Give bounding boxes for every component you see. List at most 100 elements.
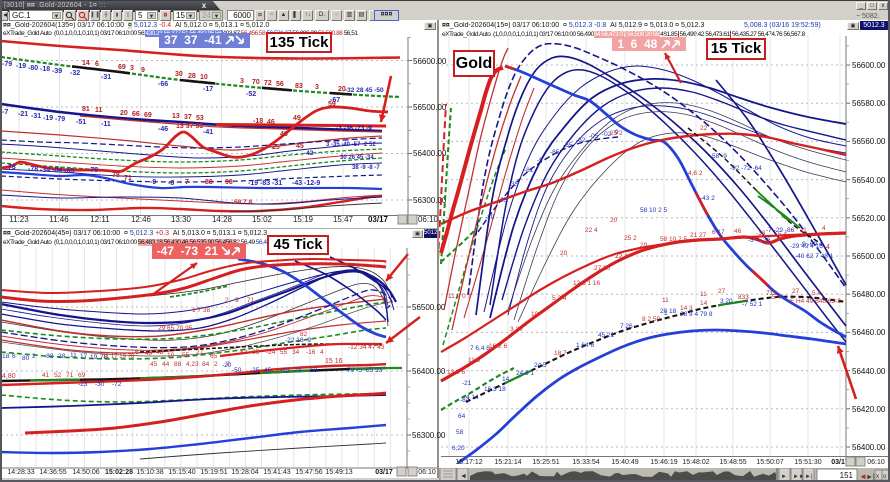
svg-text:11:23: 11:23: [9, 215, 29, 224]
svg-text:-21: -21: [462, 380, 472, 387]
svg-text:►|: ►|: [805, 474, 813, 480]
svg-text:15:15:40: 15:15:40: [168, 469, 195, 476]
svg-text:44: 44: [162, 361, 170, 368]
svg-text:03/17: 03/17: [368, 215, 389, 224]
svg-text:-79: -79: [55, 116, 65, 123]
svg-text:8: 8: [12, 353, 16, 360]
svg-text:06:10: 06:10: [867, 459, 885, 466]
svg-text:7 6,4 8: 7 6,4 8: [470, 345, 490, 352]
svg-text:25 2: 25 2: [624, 235, 637, 242]
svg-text:-9: -9: [314, 180, 320, 187]
svg-text:-24: -24: [266, 349, 276, 356]
svg-text:06:10: 06:10: [418, 215, 439, 224]
svg-text:15:49:13: 15:49:13: [325, 469, 352, 476]
svg-text:70: 70: [252, 79, 260, 86]
svg-text:-72: -72: [112, 381, 122, 388]
svg-text:-62: -62: [576, 137, 586, 144]
svg-text:16 3 18: 16 3 18: [484, 386, 506, 393]
svg-text:-21: -21: [18, 111, 28, 118]
svg-text:66: 66: [132, 111, 140, 118]
svg-text:11 17 19 78: 11 17 19 78: [103, 354, 135, 360]
svg-text:3 20: 3 20: [720, 298, 733, 305]
svg-text:22: 22: [700, 125, 708, 132]
svg-text:58 10 2 5: 58 10 2 5: [640, 207, 667, 214]
svg-text:15:02: 15:02: [252, 215, 273, 224]
svg-text:58 10 2 5: 58 10 2 5: [660, 236, 687, 243]
svg-text:56440.00: 56440.00: [852, 367, 886, 376]
svg-text:17: 17: [80, 353, 88, 360]
svg-text:2: 2: [214, 361, 218, 368]
svg-text:-34: -34: [40, 167, 50, 174]
svg-text:4 14: 4 14: [466, 394, 479, 401]
svg-text:15:41:43: 15:41:43: [263, 469, 290, 476]
svg-text:15:21:14: 15:21:14: [494, 459, 521, 466]
svg-text:14:28: 14:28: [212, 215, 233, 224]
svg-text:-12: -12: [304, 180, 314, 187]
svg-text:-25: -25: [498, 197, 508, 204]
svg-text:o: o: [883, 474, 887, 480]
svg-text:1: 1: [664, 310, 668, 317]
svg-text:34: 34: [292, 349, 300, 356]
svg-text:-40 62 7 48 1: -40 62 7 48 1: [795, 253, 834, 260]
svg-text:88: 88: [205, 179, 213, 186]
svg-text:13: 13: [172, 113, 180, 120]
svg-text:-17: -17: [203, 86, 213, 93]
svg-text:-50: -50: [232, 367, 242, 374]
svg-text:-25: -25: [250, 367, 260, 374]
svg-text:56600.00: 56600.00: [413, 57, 447, 66]
svg-text:15:25:51: 15:25:51: [532, 459, 559, 466]
svg-text:20: 20: [610, 217, 618, 224]
svg-text:10: 10: [167, 352, 175, 359]
svg-text:-19: -19: [248, 180, 258, 187]
svg-text:-42: -42: [304, 150, 314, 157]
svg-text:11: 11: [700, 291, 707, 298]
svg-text:46: 46: [734, 228, 742, 235]
svg-text:03/17: 03/17: [831, 459, 849, 466]
svg-text:-13: -13: [756, 230, 766, 237]
svg-text:98: 98: [225, 179, 233, 186]
svg-text:06:10: 06:10: [418, 469, 436, 476]
svg-text:11: 11: [70, 352, 77, 359]
svg-text:45: 45: [150, 361, 158, 368]
svg-text:-7 -29 -86: -7 -29 -86: [766, 227, 795, 234]
svg-text:-82: -82: [44, 353, 54, 360]
svg-text:-51: -51: [76, 119, 86, 126]
svg-text:83: 83: [295, 83, 303, 90]
svg-text:15:10:38: 15:10:38: [136, 469, 163, 476]
svg-text:-65: -65: [64, 168, 74, 175]
svg-text:16 2 6: 16 2 6: [489, 343, 507, 350]
svg-text:-63: -63: [308, 367, 318, 374]
svg-text:27: 27: [718, 288, 726, 295]
svg-text:x: x: [876, 474, 879, 480]
svg-text:14:28:33: 14:28:33: [7, 469, 34, 476]
svg-text:18 7: 18 7: [554, 350, 567, 357]
svg-text:11: 11: [800, 227, 807, 234]
svg-text:15:48:02: 15:48:02: [682, 459, 709, 466]
svg-text:41: 41: [42, 372, 50, 379]
svg-text:833: 833: [738, 294, 749, 301]
svg-text:-9: -9: [537, 157, 543, 164]
svg-text:28: 28: [58, 353, 66, 360]
svg-text:56300.00: 56300.00: [413, 196, 447, 205]
svg-text:84: 84: [202, 361, 210, 368]
svg-text:56540.00: 56540.00: [852, 176, 886, 185]
svg-text:-05: -05: [589, 133, 599, 140]
svg-text:28: 28: [188, 73, 196, 80]
svg-text:14 3: 14 3: [680, 305, 693, 312]
svg-text:15:02:28: 15:02:28: [105, 469, 133, 476]
svg-text:8 2 59: 8 2 59: [642, 316, 660, 323]
svg-text:-32 28 45 -50: -32 28 45 -50: [345, 87, 384, 94]
svg-text:5 4: 5 4: [772, 294, 781, 301]
svg-text:10: 10: [200, 74, 208, 81]
svg-text:-16: -16: [306, 349, 316, 356]
svg-text:7 26: 7 26: [620, 323, 633, 330]
svg-text:9: 9: [141, 67, 145, 74]
svg-text:◄: ◄: [460, 473, 467, 480]
svg-text:-30: -30: [95, 381, 105, 388]
svg-text:715: 715: [766, 290, 777, 297]
svg-text:-11: -11: [101, 121, 111, 128]
svg-text:45: 45: [264, 367, 272, 374]
svg-text:7: 7: [185, 179, 189, 186]
svg-text:3 -35 -40 -57 -2 52: 3 -35 -40 -57 -2 52: [326, 142, 376, 148]
svg-text:3: 3: [240, 78, 244, 85]
